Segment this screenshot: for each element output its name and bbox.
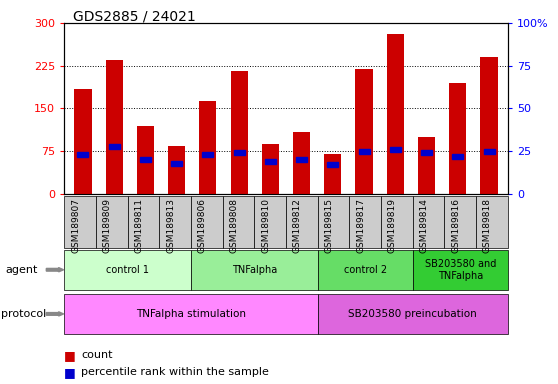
Bar — [484, 149, 494, 154]
Text: control 2: control 2 — [344, 265, 387, 275]
Text: GSM189818: GSM189818 — [483, 199, 492, 253]
Bar — [480, 57, 498, 194]
Text: GSM189817: GSM189817 — [356, 199, 365, 253]
Bar — [171, 161, 182, 166]
Text: ■: ■ — [64, 349, 76, 362]
Text: GSM189816: GSM189816 — [451, 199, 460, 253]
Bar — [421, 151, 432, 156]
Text: SB203580 and
TNFalpha: SB203580 and TNFalpha — [425, 259, 496, 281]
Bar — [234, 151, 244, 156]
Text: GDS2885 / 24021: GDS2885 / 24021 — [73, 10, 195, 23]
Bar — [296, 157, 307, 162]
Bar — [359, 149, 369, 154]
Bar — [387, 35, 404, 194]
Bar — [74, 89, 92, 194]
Bar — [137, 126, 154, 194]
Text: GSM189808: GSM189808 — [229, 199, 238, 253]
Bar — [203, 152, 213, 157]
Text: percentile rank within the sample: percentile rank within the sample — [81, 367, 269, 377]
Text: TNFalpha stimulation: TNFalpha stimulation — [136, 309, 246, 319]
Bar — [230, 71, 248, 194]
Bar — [328, 162, 338, 167]
Bar — [105, 60, 123, 194]
Bar — [293, 132, 310, 194]
Text: count: count — [81, 350, 112, 360]
Bar — [168, 146, 185, 194]
Bar — [140, 157, 151, 162]
Text: GSM189819: GSM189819 — [388, 199, 397, 253]
Bar — [324, 154, 341, 194]
Text: GSM189810: GSM189810 — [261, 199, 270, 253]
Text: GSM189811: GSM189811 — [134, 199, 143, 253]
Bar — [109, 144, 119, 149]
Text: agent: agent — [6, 265, 38, 275]
Text: GSM189815: GSM189815 — [325, 199, 334, 253]
Bar — [449, 83, 466, 194]
Text: protocol: protocol — [1, 309, 46, 319]
Text: GSM189807: GSM189807 — [71, 199, 80, 253]
Bar — [453, 154, 463, 159]
Bar — [418, 137, 435, 194]
Text: GSM189806: GSM189806 — [198, 199, 207, 253]
Text: ■: ■ — [64, 366, 76, 379]
Text: control 1: control 1 — [106, 265, 149, 275]
Text: GSM189813: GSM189813 — [166, 199, 175, 253]
Text: GSM189812: GSM189812 — [293, 199, 302, 253]
Text: SB203580 preincubation: SB203580 preincubation — [348, 309, 477, 319]
Bar — [390, 147, 401, 152]
Text: TNFalpha: TNFalpha — [232, 265, 277, 275]
Text: GSM189809: GSM189809 — [103, 199, 112, 253]
Bar — [78, 152, 88, 157]
Bar — [199, 101, 217, 194]
Bar — [262, 144, 279, 194]
Bar — [355, 69, 373, 194]
Text: GSM189814: GSM189814 — [420, 199, 429, 253]
Bar — [265, 159, 276, 164]
